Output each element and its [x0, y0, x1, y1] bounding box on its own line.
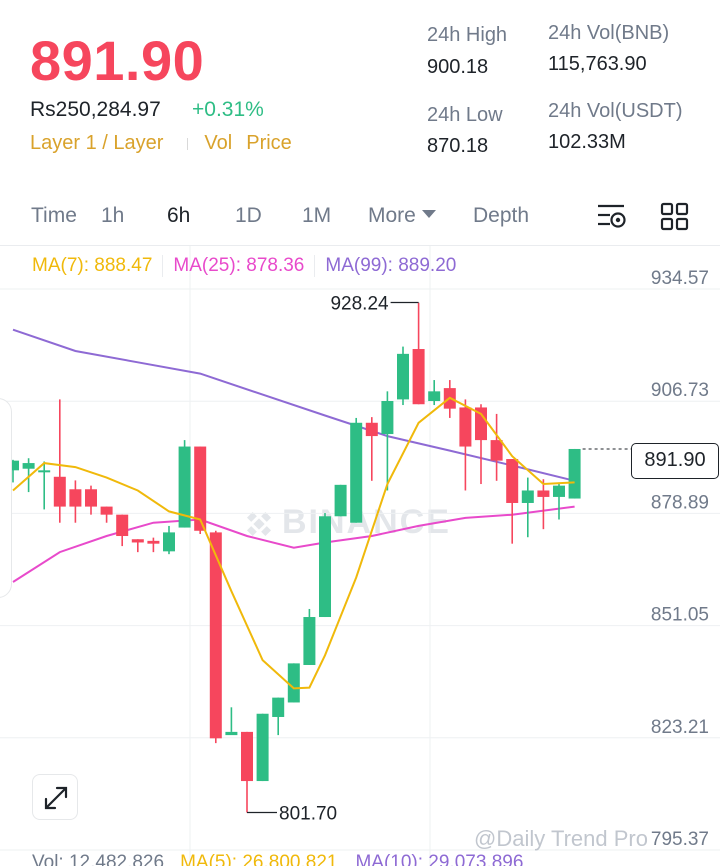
ma7-line: [12, 396, 575, 690]
candle-body: [22, 463, 35, 469]
chart-settings-icon[interactable]: [596, 202, 628, 237]
binance-logo-icon: [246, 511, 272, 537]
vol-bnb-value: 115,763.90: [548, 53, 647, 75]
candle-body: [412, 349, 425, 405]
candle-body: [553, 485, 565, 497]
tag-vol[interactable]: Vol: [204, 132, 233, 154]
ma-legend-divider: [162, 255, 164, 277]
chevron-down-icon: [421, 210, 436, 219]
y-tick-label: 906.73: [651, 380, 709, 401]
y-tick-label: 878.89: [651, 492, 709, 513]
candle-body: [53, 476, 66, 507]
tabs-divider: [0, 245, 720, 246]
vol-ma5: MA(5): 26,800.821: [180, 852, 338, 866]
grid-layout-icon[interactable]: [660, 202, 690, 237]
last-price-tag: 891.90: [631, 443, 719, 479]
tab-6h[interactable]: 6h: [167, 204, 191, 227]
candle-body: [194, 446, 207, 531]
candle-body: [303, 617, 316, 665]
y-tick-label: 795.37: [651, 829, 709, 850]
vol-usdt-value: 102.33M: [548, 131, 626, 153]
vol-usdt-label: 24h Vol(USDT): [548, 100, 683, 122]
y-tick-label: 823.21: [651, 717, 709, 738]
candle-body: [85, 489, 97, 507]
ma99-line: [12, 328, 575, 482]
candle-body: [69, 489, 82, 507]
watermark-text: BINANCE: [282, 503, 451, 541]
candle-body: [7, 460, 19, 471]
tag-price[interactable]: Price: [246, 132, 292, 154]
credit-watermark: @Daily Trend Pro: [474, 826, 648, 851]
candle-body: [350, 422, 363, 523]
expand-arrows-icon: [44, 786, 68, 810]
low-value: 870.18: [427, 135, 489, 157]
candle-body: [256, 713, 269, 782]
candlestick-chart[interactable]: 934.57 906.73 878.89 851.05 823.21 795.37 928.…: [0, 246, 720, 866]
candle-body: [287, 663, 300, 703]
tag-row: Layer 1 / Layer Vol Price: [30, 132, 292, 155]
ma7-legend: MA(7): 888.47: [32, 255, 153, 276]
candle-body: [428, 391, 441, 402]
tag-layer[interactable]: Layer 1 / Layer: [30, 132, 164, 154]
price-change: +0.31%: [192, 98, 264, 121]
tab-1d[interactable]: 1D: [235, 204, 262, 227]
candle-body: [365, 422, 378, 437]
ma25-legend: MA(25): 878.36: [173, 255, 305, 276]
binance-watermark: BINANCE: [240, 503, 451, 543]
candle-body: [381, 401, 394, 435]
candle-body: [131, 539, 144, 543]
last-price: 891.90: [30, 29, 205, 92]
candle-body: [147, 540, 160, 544]
side-drawer-handle[interactable]: [0, 398, 12, 598]
ma-legend: MA(7): 888.47 MA(25): 878.36 MA(99): 889…: [32, 255, 456, 277]
ma-legend-divider: [314, 255, 316, 277]
candle-body: [475, 407, 487, 441]
candle-body: [178, 446, 191, 528]
candle-body: [490, 440, 503, 461]
candle-body: [397, 353, 409, 400]
ma99-legend: MA(99): 889.20: [325, 255, 457, 276]
tab-more-label: More: [368, 204, 416, 227]
candle-body: [459, 407, 472, 447]
vol-value: Vol: 12,482.826: [32, 852, 165, 866]
fiat-price: Rs250,284.97: [30, 98, 161, 121]
candle-body: [521, 490, 534, 503]
high-value: 900.18: [427, 56, 489, 78]
expand-button[interactable]: [32, 774, 78, 820]
candle-body: [334, 484, 347, 517]
candle-body: [225, 731, 238, 736]
candle-body: [209, 532, 222, 739]
candle-body: [38, 470, 51, 473]
candle-body: [319, 516, 331, 618]
interval-tabs: Time 1h 6h 1D 1M More Depth: [0, 202, 720, 234]
tab-1h[interactable]: 1h: [101, 204, 125, 227]
low-annotation: 801.70: [279, 803, 337, 824]
high-annotation: 928.24: [330, 294, 389, 315]
candle-body: [116, 514, 129, 537]
tag-divider: [187, 137, 189, 150]
candle-body: [568, 448, 581, 499]
candle-body: [537, 490, 550, 497]
tab-depth[interactable]: Depth: [473, 204, 530, 227]
y-tick-label: 934.57: [651, 268, 709, 289]
high-label: 24h High: [427, 24, 508, 46]
candle-body: [100, 506, 113, 515]
tab-time[interactable]: Time: [31, 204, 77, 227]
vol-bnb-label: 24h Vol(BNB): [548, 22, 670, 44]
candle-body: [272, 697, 285, 717]
tab-1m[interactable]: 1M: [302, 204, 332, 227]
vol-ma10: MA(10): 29,073.896: [355, 852, 524, 866]
candle-body: [163, 532, 175, 552]
tab-more[interactable]: More: [368, 204, 436, 228]
volume-legend: Vol: 12,482.826 MA(5): 26,800.821 MA(10)…: [32, 852, 523, 866]
candle-body: [241, 731, 253, 782]
y-tick-label: 851.05: [651, 605, 709, 626]
ma25-line: [12, 505, 575, 583]
low-label: 24h Low: [427, 104, 503, 126]
candle-body: [506, 459, 519, 503]
